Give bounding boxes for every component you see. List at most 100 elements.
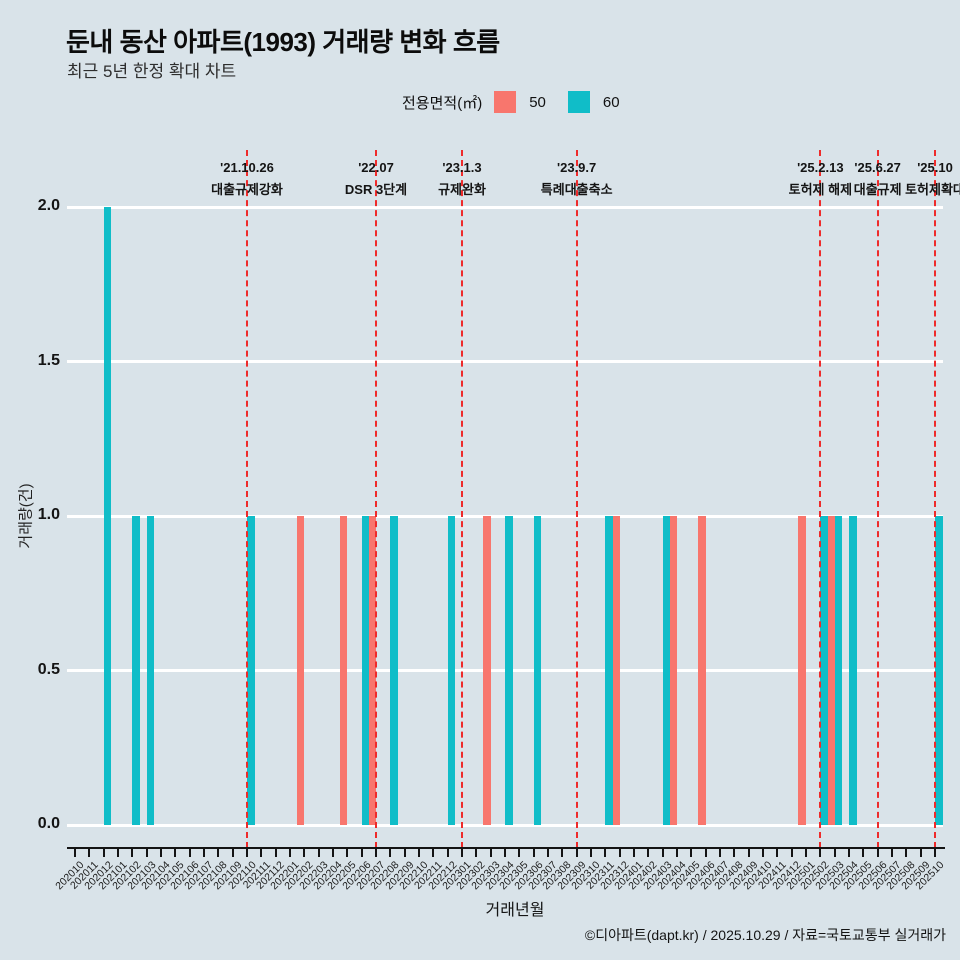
- x-tick-202210: [418, 849, 420, 857]
- gridline-1.5: [67, 360, 943, 363]
- bar-50-202202: [296, 516, 305, 825]
- gridline-0.5: [67, 669, 943, 672]
- gridline-0.0: [67, 823, 943, 827]
- bar-60-202110: [247, 516, 255, 825]
- x-axis-line: [67, 847, 945, 849]
- y-tick-label: 1.5: [37, 351, 60, 369]
- event-label: 대출규제강화: [211, 182, 283, 198]
- x-tick-202205: [346, 849, 349, 857]
- bar-60-202102: [132, 516, 140, 825]
- y-tick-label: 1.0: [37, 506, 60, 523]
- x-tick-202307: [547, 849, 549, 857]
- event-annotation-202506: '25.6.27 대출규제: [854, 157, 902, 201]
- x-tick-202112: [274, 849, 277, 857]
- event-line-202309: [575, 150, 578, 848]
- x-tick-202501: [805, 849, 807, 857]
- y-tick-label: 2.0: [37, 197, 60, 214]
- event-date: '21.10.26: [220, 160, 274, 175]
- x-tick-202104: [160, 849, 162, 857]
- event-date: '25.6.27: [854, 160, 901, 175]
- x-tick-202504: [848, 849, 850, 857]
- bar-50-202406: [698, 516, 706, 825]
- x-axis-title: 거래년월: [485, 902, 545, 919]
- x-tick-202211: [432, 849, 435, 857]
- x-tick-202401: [633, 849, 635, 857]
- legend-item-50[interactable]: 50: [494, 91, 546, 113]
- x-tick-202102: [131, 849, 134, 857]
- bar-60-202212: [447, 516, 456, 825]
- event-label: 특례대출축소: [540, 182, 613, 198]
- x-tick-202303: [489, 849, 492, 857]
- bar-60-202504: [849, 516, 857, 825]
- x-tick-202408: [733, 849, 736, 857]
- x-tick-202011: [88, 849, 91, 857]
- event-label: 토허제확대: [905, 182, 960, 198]
- x-tick-202301: [461, 849, 463, 857]
- x-tick-202310: [590, 849, 592, 857]
- x-tick-202509: [919, 849, 922, 857]
- x-tick-202302: [475, 849, 478, 857]
- x-tick-202404: [676, 849, 678, 857]
- bar-60-202208: [390, 516, 398, 825]
- chart-legend: 전용면적(㎡) 50 60: [402, 90, 642, 114]
- x-tick-202010: [74, 849, 76, 857]
- legend-swatch-50: [494, 91, 517, 113]
- x-tick-202311: [604, 849, 607, 857]
- event-line-202207: [375, 150, 377, 848]
- event-label: DSR 3단계: [344, 182, 408, 198]
- x-tick-202304: [504, 849, 506, 857]
- x-tick-202012: [102, 849, 105, 857]
- x-tick-202502: [819, 849, 822, 857]
- credit-footer: ©디아파트(dapt.kr) / 2025.10.29 / 자료=국토교통부 실…: [584, 927, 946, 943]
- bar-60-202503: [834, 516, 843, 825]
- event-date: '25.2.13: [797, 160, 844, 175]
- x-tick-202403: [661, 849, 664, 857]
- bar-60-202510: [935, 516, 943, 825]
- x-tick-202103: [145, 849, 148, 857]
- x-tick-202209: [403, 849, 406, 857]
- y-tick-label: 0.0: [37, 815, 60, 832]
- x-tick-202410: [762, 849, 764, 857]
- event-date: '23.9.7: [557, 160, 597, 175]
- event-annotation-202309: '23.9.7 특례대출축소: [541, 157, 613, 201]
- x-tick-202109: [231, 849, 234, 857]
- x-tick-202106: [188, 849, 191, 857]
- bar-60-202311: [605, 516, 613, 825]
- x-tick-202407: [719, 849, 721, 857]
- bar-60-202306: [533, 516, 542, 825]
- event-annotation-202510: '25.10 토허제확대: [905, 157, 960, 201]
- x-tick-202406: [704, 849, 707, 857]
- event-annotation-202110: '21.10.26 대출규제강화: [211, 157, 283, 201]
- event-date: '22.07: [358, 160, 394, 175]
- x-tick-202411: [776, 849, 779, 857]
- bar-50-202205: [339, 516, 348, 825]
- y-tick-label: 0.5: [37, 660, 60, 678]
- x-tick-202208: [389, 849, 392, 857]
- page-title: 둔내 동산 아파트(1993) 거래량 변화 흐름: [66, 27, 500, 57]
- x-tick-202108: [217, 849, 220, 857]
- legend-swatch-60: [567, 91, 590, 113]
- event-annotation-202207: '22.07 DSR 3단계: [345, 157, 407, 201]
- x-tick-202204: [332, 849, 334, 857]
- gridline-1.0: [67, 514, 943, 518]
- bar-50-202312: [612, 516, 620, 825]
- x-tick-202507: [891, 849, 893, 857]
- event-line-202110: [246, 150, 248, 848]
- bar-50-202501: [798, 516, 806, 825]
- x-tick-202510: [934, 849, 936, 857]
- x-tick-202505: [862, 849, 865, 857]
- bar-50-202303: [483, 516, 491, 825]
- event-annotation-202502: '25.2.13 토허제 해제: [789, 157, 852, 201]
- x-tick-202105: [174, 849, 177, 857]
- x-tick-202206: [360, 849, 363, 857]
- x-tick-202312: [618, 849, 621, 857]
- event-label: 규제완화: [438, 182, 486, 198]
- page-subtitle: 최근 5년 한정 확대 차트: [67, 62, 237, 81]
- event-line-202506: [876, 150, 879, 848]
- bar-50-202503: [827, 516, 835, 825]
- legend-item-60[interactable]: 60: [567, 91, 620, 113]
- x-tick-202409: [747, 849, 750, 857]
- gridline-2.0: [67, 205, 943, 209]
- x-tick-202107: [203, 849, 205, 857]
